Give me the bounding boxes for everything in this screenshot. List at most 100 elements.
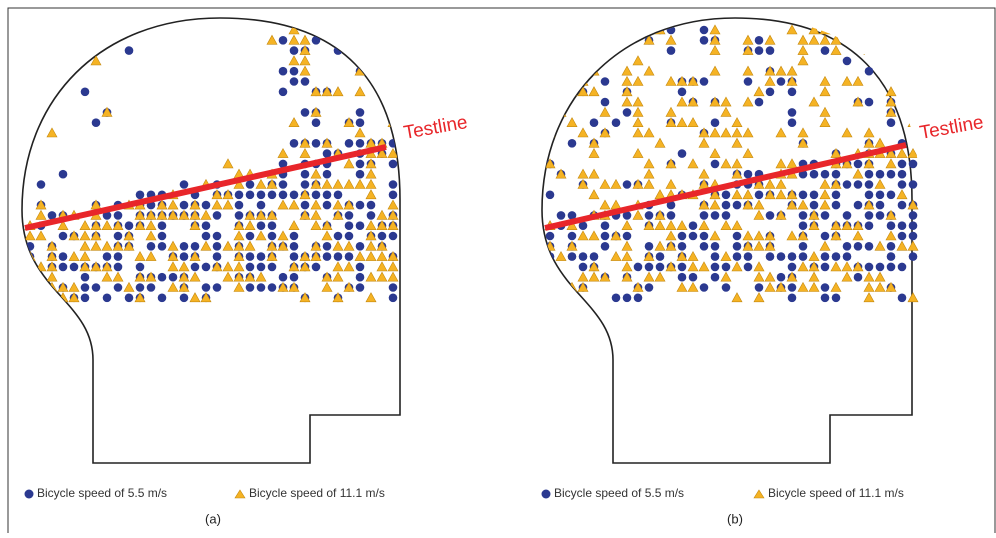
marker-circle (601, 221, 610, 230)
marker-triangle (897, 46, 907, 55)
marker-triangle (765, 180, 775, 189)
marker-triangle (545, 66, 555, 75)
marker-triangle (820, 190, 830, 199)
marker-circle (59, 170, 68, 179)
marker-circle (700, 283, 709, 292)
marker-circle (356, 242, 365, 251)
marker-circle (843, 252, 852, 261)
marker-circle (546, 283, 555, 292)
marker-triangle (644, 128, 654, 137)
marker-triangle (388, 87, 398, 96)
marker-triangle (91, 56, 101, 65)
marker-triangle (688, 262, 698, 271)
marker-triangle (102, 221, 112, 230)
marker-triangle (677, 283, 687, 292)
marker-triangle (201, 210, 211, 219)
marker-circle (158, 294, 167, 303)
marker-circle (865, 67, 874, 76)
marker-triangle (864, 272, 874, 281)
marker-triangle (567, 66, 577, 75)
marker-triangle (113, 272, 123, 281)
marker-triangle (223, 241, 233, 250)
marker-circle (821, 283, 830, 292)
marker-triangle (300, 149, 310, 158)
marker-circle (854, 180, 863, 189)
marker-circle (557, 211, 566, 220)
marker-circle (667, 211, 676, 220)
marker-circle (887, 170, 896, 179)
marker-triangle (721, 221, 731, 230)
marker-triangle (622, 77, 632, 86)
marker-circle (898, 232, 907, 241)
marker-triangle (578, 231, 588, 240)
marker-triangle (699, 221, 709, 230)
marker-triangle (666, 221, 676, 230)
marker-triangle (864, 128, 874, 137)
marker-circle (623, 108, 632, 117)
marker-circle (92, 118, 101, 127)
marker-triangle (80, 221, 90, 230)
marker-triangle (886, 231, 896, 240)
marker-circle (180, 180, 189, 189)
legend-text: Bicycle speed of 11.1 m/s (249, 486, 385, 500)
marker-circle (821, 232, 830, 241)
marker-circle (832, 294, 841, 303)
marker-circle (136, 191, 145, 200)
marker-circle (700, 242, 709, 251)
marker-triangle (765, 283, 775, 292)
marker-triangle (300, 66, 310, 75)
marker-circle (568, 88, 577, 97)
marker-circle (378, 77, 387, 86)
marker-circle (711, 211, 720, 220)
marker-circle (601, 242, 610, 251)
marker-triangle (578, 46, 588, 55)
marker-triangle (600, 180, 610, 189)
marker-triangle (721, 107, 731, 116)
marker-circle (114, 263, 123, 272)
marker-triangle (567, 118, 577, 127)
marker-circle (854, 160, 863, 169)
marker-circle (191, 242, 200, 251)
legend-triangle (754, 490, 764, 498)
marker-triangle (388, 200, 398, 209)
marker-triangle (820, 25, 830, 34)
marker-triangle (611, 180, 621, 189)
marker-triangle (677, 221, 687, 230)
marker-circle (158, 221, 167, 230)
marker-circle (788, 88, 797, 97)
marker-triangle (289, 56, 299, 65)
marker-circle (546, 273, 555, 282)
marker-circle (865, 242, 874, 251)
marker-triangle (377, 272, 387, 281)
marker-circle (301, 201, 310, 210)
marker-circle (898, 263, 907, 272)
marker-circle (279, 191, 288, 200)
marker-circle (568, 139, 577, 148)
marker-triangle (36, 283, 46, 292)
marker-triangle (36, 293, 46, 302)
marker-circle (744, 252, 753, 261)
marker-circle (590, 252, 599, 261)
marker-triangle (897, 149, 907, 158)
marker-triangle (168, 283, 178, 292)
marker-circle (301, 108, 310, 117)
marker-triangle (633, 118, 643, 127)
marker-circle (290, 242, 299, 251)
marker-circle (810, 170, 819, 179)
marker-triangle (809, 272, 819, 281)
marker-circle (777, 77, 786, 86)
marker-triangle (721, 128, 731, 137)
marker-triangle (589, 190, 599, 199)
marker-triangle (743, 97, 753, 106)
marker-circle (257, 263, 266, 272)
marker-circle (887, 191, 896, 200)
marker-triangle (853, 231, 863, 240)
marker-circle (590, 118, 599, 127)
marker-circle (733, 252, 742, 261)
marker-triangle (908, 46, 918, 55)
marker-circle (136, 263, 145, 272)
marker-triangle (102, 272, 112, 281)
marker-triangle (754, 241, 764, 250)
legend-circle (25, 490, 34, 499)
marker-triangle (333, 262, 343, 271)
